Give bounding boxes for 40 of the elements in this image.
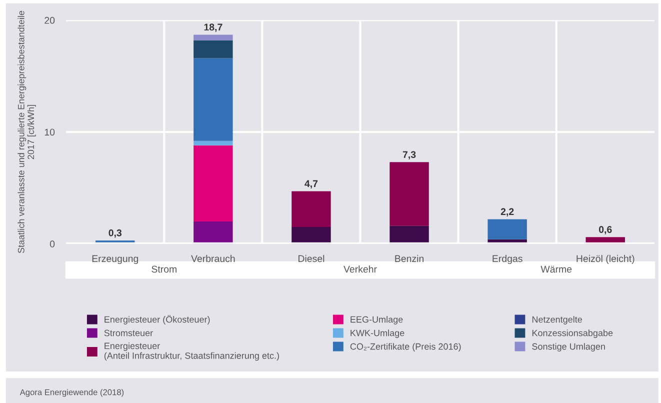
bar (194, 34, 233, 40)
text: Strom (152, 266, 176, 273)
bar (390, 226, 429, 244)
x-tick-label: Verbrauch (191, 254, 235, 262)
total-label: 7,3 (402, 151, 416, 160)
y-tick-label: 10 (44, 128, 55, 136)
x-tick-label: Erzeugung (92, 255, 138, 264)
bar (292, 227, 331, 244)
legend-label: Energiesteuer (Ökosteuer) (104, 315, 210, 324)
legend-label: Konzessionsabgabe (532, 330, 613, 338)
legend-label: Sonstige Umlagen (532, 343, 605, 352)
text: Agora Energiewende (2018) (20, 389, 124, 397)
total-label: 0,3 (108, 229, 122, 238)
bar (194, 58, 233, 141)
x-tick-label: Erdgas (492, 254, 522, 264)
text: Wärme (540, 266, 572, 273)
y-axis-title: Staatlich veranlasste und regulierte Energiepreisbestandteile 2017 [ct/kWh] (18, 10, 36, 254)
bar (488, 219, 527, 240)
y-tick-label: 20 (44, 16, 55, 24)
bar (194, 140, 233, 146)
legend-label: Energiesteuer (Anteil Infrastruktur, Staatsfinanzierung etc.) (104, 342, 279, 361)
total-label: 0,6 (598, 226, 612, 234)
x-tick-label: Benzin (395, 254, 424, 262)
bar (292, 191, 331, 228)
bar (194, 145, 233, 222)
total-label: 2,2 (500, 208, 514, 216)
total-label: 18,7 (204, 24, 222, 32)
total-label: 4,7 (304, 180, 318, 189)
legend-label: Netzentgelte (532, 316, 582, 324)
x-tick-label: Diesel (298, 254, 324, 262)
legend-label: KWK-Umlage (350, 330, 404, 338)
legend-label: Stromsteuer (104, 330, 153, 336)
text: Verkehr (344, 265, 377, 273)
legend-label: CO₂-Zertifikate (Preis 2016) (350, 343, 461, 352)
bar (194, 221, 233, 244)
y-tick-label: 0 (50, 240, 55, 248)
bar (390, 162, 429, 226)
bar (194, 40, 233, 58)
legend-label: EEG-Umlage (350, 316, 403, 324)
x-tick-label: Heizöl (leicht) (576, 254, 634, 264)
